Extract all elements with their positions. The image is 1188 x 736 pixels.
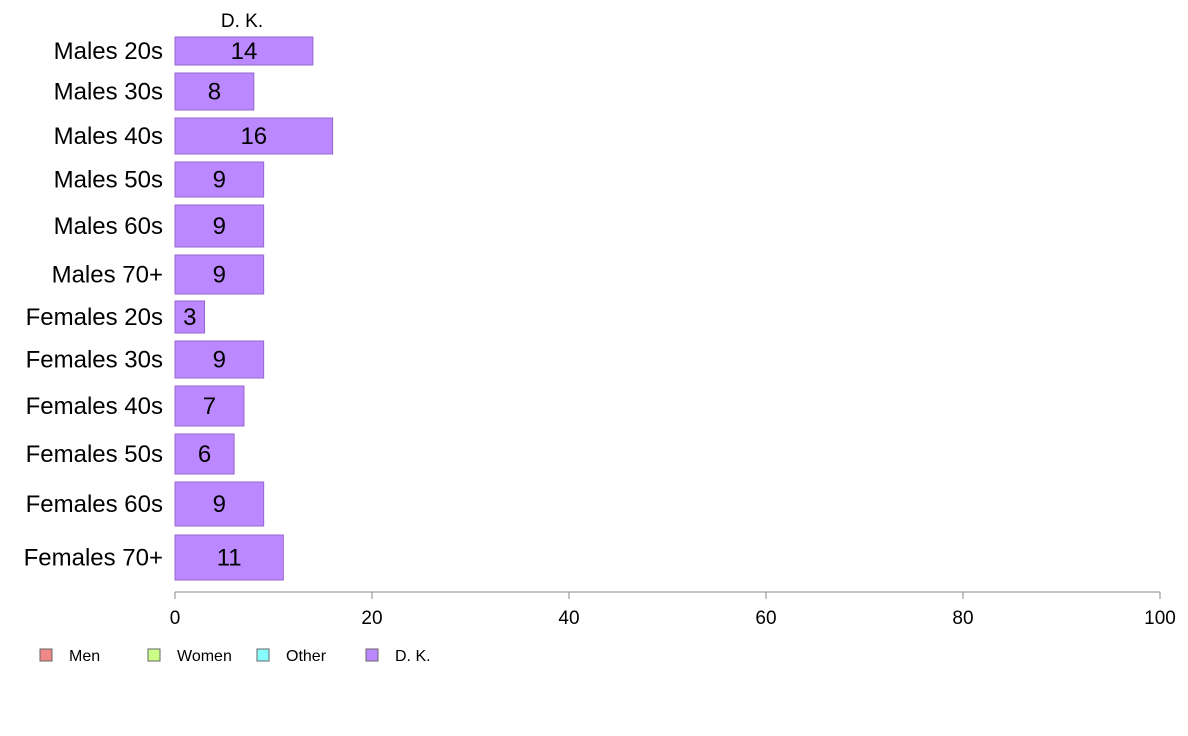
legend-swatch xyxy=(365,648,379,662)
x-tick-label: 100 xyxy=(1144,608,1176,629)
category-label: Males 60s xyxy=(54,213,163,240)
category-label: Males 30s xyxy=(54,79,163,106)
bar xyxy=(174,481,265,527)
x-tick-label: 40 xyxy=(558,608,579,629)
value-label: 11 xyxy=(217,545,242,572)
category-label: Females 40s xyxy=(26,393,163,420)
x-tick-label: 0 xyxy=(170,608,181,629)
value-label: 7 xyxy=(203,393,216,420)
value-label: 9 xyxy=(213,491,226,518)
value-label: 6 xyxy=(198,441,211,468)
bar xyxy=(174,36,314,66)
x-tick-label: 20 xyxy=(361,608,382,629)
bar xyxy=(174,433,235,475)
category-label: Females 20s xyxy=(26,304,163,331)
bars-group: Males 20s 14 Males 30s 8 Males 40s 16 Males 50… xyxy=(24,36,334,581)
bar xyxy=(174,72,255,111)
category-label: Females 70+ xyxy=(24,545,163,572)
x-axis: 0 20 40 60 80 100 xyxy=(170,591,1176,629)
category-label: Males 50s xyxy=(54,167,163,194)
bar xyxy=(174,117,334,155)
value-label: 8 xyxy=(208,79,221,106)
column-title: D. K. xyxy=(221,11,263,32)
legend-swatch xyxy=(147,648,161,662)
legend-swatch xyxy=(256,648,270,662)
value-label: 16 xyxy=(240,123,267,150)
bar xyxy=(174,385,245,427)
legend-label: D. K. xyxy=(395,648,431,665)
value-label: 9 xyxy=(213,167,226,194)
value-label: 3 xyxy=(183,304,196,331)
bar xyxy=(174,340,265,379)
legend-label: Men xyxy=(69,648,100,665)
bar xyxy=(174,161,265,198)
legend: Men Women Other D. K. xyxy=(39,648,431,665)
value-label: 9 xyxy=(213,347,226,374)
x-tick-label: 60 xyxy=(755,608,776,629)
value-label: 9 xyxy=(213,213,226,240)
category-label: Females 50s xyxy=(26,441,163,468)
legend-swatch xyxy=(39,648,53,662)
category-label: Males 20s xyxy=(54,38,163,65)
legend-label: Other xyxy=(286,648,327,665)
x-tick-label: 80 xyxy=(952,608,973,629)
category-label: Males 40s xyxy=(54,123,163,150)
value-label: 14 xyxy=(231,38,258,65)
bar xyxy=(174,534,284,581)
bar xyxy=(174,254,265,295)
legend-label: Women xyxy=(177,648,232,665)
category-label: Males 70+ xyxy=(52,262,163,289)
bar xyxy=(174,300,206,334)
bar xyxy=(174,204,265,248)
category-label: Females 60s xyxy=(26,491,163,518)
category-label: Females 30s xyxy=(26,347,163,374)
value-label: 9 xyxy=(213,262,226,289)
